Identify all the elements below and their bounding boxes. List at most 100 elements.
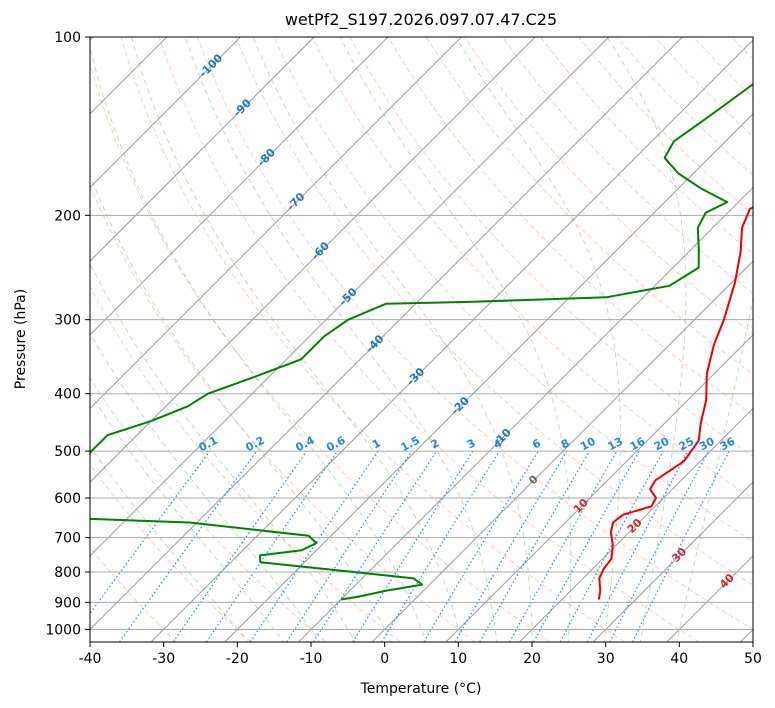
isotherm-line bbox=[371, 260, 753, 642]
isotherm-label: -30 bbox=[404, 365, 427, 388]
x-tick-label: -20 bbox=[226, 651, 249, 667]
mixing-ratio-label: 25 bbox=[677, 435, 697, 454]
plot-frame bbox=[89, 36, 754, 643]
y-tick-label: 900 bbox=[54, 595, 81, 611]
mixing-ratio-line bbox=[423, 450, 539, 642]
isotherm-line bbox=[519, 407, 753, 642]
pressure-grid bbox=[90, 37, 753, 630]
mixing-ratio-line bbox=[586, 450, 689, 642]
mixing-ratio-line bbox=[119, 450, 258, 642]
background-lines bbox=[90, 37, 775, 642]
dry-adiabat bbox=[463, 37, 753, 335]
y-tick-label: 400 bbox=[54, 387, 81, 403]
x-tick-label: 50 bbox=[744, 651, 762, 667]
isotherm-line bbox=[224, 113, 753, 642]
moist-adiabat bbox=[130, 37, 462, 642]
x-tick-label: 10 bbox=[449, 651, 467, 667]
isotherm-line bbox=[445, 334, 753, 642]
dry-adiabat bbox=[387, 37, 753, 416]
y-tick-label: 800 bbox=[54, 565, 81, 581]
isotherm-line bbox=[90, 37, 241, 189]
mixing-ratio-line bbox=[559, 450, 664, 642]
moist-adiabat bbox=[606, 37, 687, 642]
mixing-ratio-line bbox=[609, 450, 710, 642]
dry-adiabat bbox=[311, 37, 753, 500]
mixing-ratio-label: 20 bbox=[652, 435, 672, 454]
mixing-ratio-label: 2 bbox=[429, 436, 442, 451]
dry-adiabat bbox=[90, 463, 252, 642]
dry-adiabat bbox=[616, 37, 753, 176]
y-tick-label: 100 bbox=[54, 30, 81, 46]
moist-adiabat bbox=[90, 173, 392, 642]
x-tick-label: -10 bbox=[300, 651, 323, 667]
moist-adiabat bbox=[90, 262, 356, 642]
mixing-ratio-label: 13 bbox=[605, 435, 625, 454]
isotherm-label: -80 bbox=[255, 146, 278, 169]
mixing-ratio-label: 6 bbox=[530, 436, 543, 451]
chart-title: wetPf2_S197.2026.097.07.47.C25 bbox=[285, 10, 557, 30]
x-tick-label: 20 bbox=[523, 651, 541, 667]
y-tick-label: 600 bbox=[54, 491, 81, 507]
dry-adiabat bbox=[425, 37, 753, 375]
dry-adiabat bbox=[349, 37, 753, 458]
x-axis-label: Temperature (°C) bbox=[360, 681, 482, 697]
dry-adiabat bbox=[90, 547, 177, 642]
mixing-ratio-label: 10 bbox=[578, 435, 598, 454]
dry-adiabat bbox=[120, 37, 625, 642]
mixing-ratio-line bbox=[312, 450, 438, 642]
dry-adiabat bbox=[196, 37, 753, 630]
mixing-ratio-line bbox=[90, 450, 211, 615]
isotherm-label: -70 bbox=[284, 190, 307, 213]
isotherm-label: -20 bbox=[449, 394, 472, 417]
dry-adiabat bbox=[90, 285, 401, 642]
y-tick-label: 1000 bbox=[45, 622, 81, 638]
isotherm-line bbox=[150, 39, 753, 642]
y-tick-label: 500 bbox=[54, 444, 81, 460]
isotherm-line bbox=[90, 37, 610, 557]
isotherm-line bbox=[740, 628, 753, 642]
dry-adiabat bbox=[273, 37, 753, 543]
mixing-ratio-line bbox=[533, 450, 640, 642]
dewpoint-profile bbox=[90, 82, 753, 601]
x-axis: -40 -30 -20 -10 0 10 20 30 40 50 bbox=[79, 642, 762, 667]
dry-adiabat bbox=[90, 62, 551, 642]
mixing-ratio-label: 36 bbox=[718, 435, 738, 454]
mixing-ratio-line bbox=[381, 450, 501, 642]
isotherm-line bbox=[90, 37, 462, 410]
isotherm-label: 10 bbox=[571, 496, 591, 516]
dry-adiabat bbox=[90, 377, 327, 642]
dry-adiabat bbox=[502, 37, 753, 295]
dry-adiabat bbox=[770, 37, 775, 642]
isotherm-label: -60 bbox=[309, 239, 332, 262]
mixing-ratio-line bbox=[249, 450, 379, 642]
isotherm-line bbox=[90, 37, 389, 336]
mixing-ratio-line bbox=[286, 450, 413, 642]
mixing-ratio-line bbox=[632, 450, 730, 642]
moist-adiabat bbox=[676, 295, 753, 642]
series-layer bbox=[90, 82, 753, 601]
dry-adiabat bbox=[540, 37, 753, 255]
mixing-ratio-line bbox=[172, 450, 308, 642]
x-tick-label: 40 bbox=[670, 651, 688, 667]
x-tick-label: -40 bbox=[79, 651, 102, 667]
y-axis-label: Pressure (hPa) bbox=[13, 289, 29, 389]
mixing-ratio-label: 3 bbox=[465, 436, 478, 451]
y-tick-label: 200 bbox=[54, 208, 81, 224]
y-tick-label: 300 bbox=[54, 313, 81, 329]
isotherm-line bbox=[90, 37, 315, 262]
moist-adiabat bbox=[252, 37, 533, 642]
mixing-ratio-line bbox=[205, 450, 338, 642]
mixing-ratio-label: 16 bbox=[628, 435, 648, 454]
y-tick-label: 700 bbox=[54, 531, 81, 547]
x-tick-label: 30 bbox=[597, 651, 615, 667]
isotherm-line bbox=[592, 481, 753, 642]
isotherm-label: 20 bbox=[625, 516, 645, 536]
y-axis: 100 200 300 400 500 600 700 800 900 1000 bbox=[45, 30, 90, 638]
x-tick-label: -30 bbox=[152, 651, 175, 667]
x-tick-label: 0 bbox=[380, 651, 389, 667]
dry-adiabat bbox=[90, 183, 476, 642]
mixing-ratio-line bbox=[509, 450, 618, 642]
dry-adiabat bbox=[158, 37, 700, 642]
moist-adiabat bbox=[90, 392, 285, 642]
